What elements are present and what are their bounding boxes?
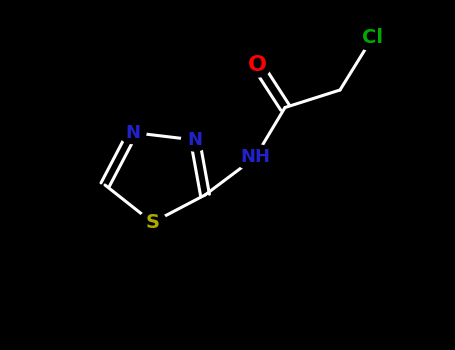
Ellipse shape (355, 25, 390, 50)
Ellipse shape (244, 53, 271, 77)
Text: NH: NH (240, 148, 270, 167)
Text: O: O (248, 55, 267, 75)
Ellipse shape (138, 210, 167, 234)
Ellipse shape (182, 129, 208, 151)
Text: N: N (125, 124, 140, 141)
Text: S: S (146, 213, 160, 232)
Text: Cl: Cl (362, 28, 383, 47)
Ellipse shape (235, 145, 275, 170)
Text: N: N (187, 131, 202, 149)
Ellipse shape (119, 121, 146, 144)
